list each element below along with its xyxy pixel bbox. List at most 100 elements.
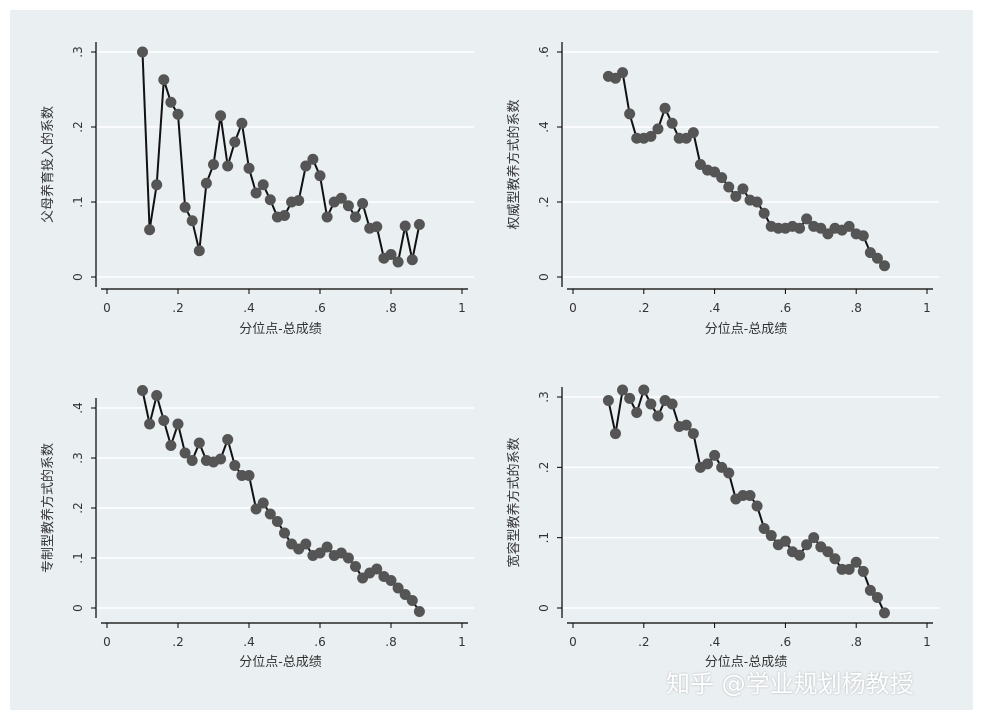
x-axis-title: 分位点-总成绩: [705, 322, 787, 337]
data-point: [879, 260, 891, 272]
data-point: [243, 162, 255, 174]
data-point: [645, 130, 657, 142]
data-point: [602, 395, 614, 407]
data-point: [822, 228, 834, 240]
data-point: [659, 102, 671, 114]
data-point: [624, 108, 636, 120]
data-point: [666, 117, 678, 129]
data-point: [151, 179, 163, 191]
x-tick-label: .2: [172, 635, 183, 649]
data-point: [723, 467, 735, 479]
y-axis-title: 专制型教养方式的系数: [40, 443, 56, 573]
data-point: [758, 207, 770, 219]
data-point: [871, 252, 883, 264]
x-tick-label: .6: [780, 635, 791, 649]
data-point: [871, 591, 883, 603]
data-point: [229, 460, 241, 471]
data-point: [857, 565, 869, 577]
data-point: [709, 166, 721, 178]
data-point: [879, 607, 891, 619]
x-tick-label: .4: [243, 301, 254, 315]
data-point: [193, 245, 205, 257]
data-point: [271, 516, 283, 527]
data-point: [822, 546, 834, 558]
data-point: [857, 230, 869, 242]
data-point: [702, 458, 714, 470]
x-tick-label: .4: [243, 635, 254, 649]
data-point: [222, 434, 234, 445]
data-point: [222, 160, 234, 172]
x-axis-title: 分位点-总成绩: [239, 322, 321, 337]
data-point: [709, 449, 721, 461]
x-tick-label: 0: [103, 301, 111, 315]
data-point: [829, 553, 841, 565]
data-point: [342, 200, 354, 212]
y-tick-label: .2: [71, 502, 85, 513]
data-point: [737, 183, 749, 195]
series-line: [608, 70, 886, 267]
data-point: [243, 470, 255, 481]
data-point: [200, 177, 212, 189]
data-point: [399, 220, 411, 232]
x-tick-label: .6: [314, 635, 325, 649]
x-tick-label: 0: [103, 635, 111, 649]
y-tick-label: .6: [537, 46, 551, 57]
data-point: [314, 170, 326, 182]
data-point: [385, 575, 397, 586]
data-point: [229, 136, 241, 148]
x-tick-label: .4: [709, 301, 720, 315]
y-tick-label: .1: [71, 196, 85, 207]
watermark: 知乎 @学业规划杨教授: [666, 670, 914, 698]
x-tick-label: 1: [923, 301, 931, 315]
data-point: [864, 247, 876, 259]
panel-1: 0 .1 .2 .3 0 .2 .4 .6 .8 1 分位点-总成绩 父母养育投入的系数: [40, 42, 474, 337]
data-point: [652, 410, 664, 422]
y-tick-label: 0: [71, 604, 85, 612]
data-point: [751, 500, 763, 512]
data-point: [680, 419, 692, 431]
data-point: [723, 181, 735, 193]
x-tick-label: 0: [569, 301, 577, 315]
data-point: [321, 541, 333, 553]
y-tick-label: .2: [537, 462, 551, 473]
panel-4: 0 .1 .2 .3 0 .2 .4 .6 .8 1 分位点-总成绩 宽容型教养方式的系数: [506, 384, 939, 670]
y-tick-label: .1: [71, 552, 85, 563]
data-point: [208, 159, 219, 170]
x-tick-label: .8: [385, 301, 396, 315]
y-tick-label: 0: [537, 273, 551, 281]
data-point: [307, 153, 319, 165]
y-tick-label: .2: [537, 196, 551, 207]
data-point: [687, 127, 699, 139]
x-tick-label: 0: [569, 635, 577, 649]
series-line: [607, 387, 886, 614]
data-point: [137, 385, 148, 396]
x-tick-label: .6: [314, 301, 325, 315]
data-point: [165, 96, 177, 108]
data-point: [335, 192, 347, 204]
y-tick-label: .1: [537, 532, 551, 543]
data-point: [716, 172, 728, 184]
data-point: [609, 428, 621, 440]
data-point: [144, 418, 156, 430]
y-axis-title: 宽容型教养方式的系数: [506, 437, 522, 567]
data-point: [624, 392, 636, 404]
data-point: [652, 123, 664, 135]
y-tick-label: 0: [71, 273, 85, 281]
x-tick-label: .2: [638, 301, 649, 315]
data-point: [801, 213, 813, 225]
x-tick-label: .8: [850, 301, 861, 315]
x-tick-label: .6: [780, 301, 791, 315]
data-point: [144, 224, 156, 236]
x-tick-label: .2: [172, 301, 183, 315]
data-point: [215, 453, 227, 465]
data-point: [392, 256, 404, 268]
data-point: [279, 210, 290, 221]
data-point: [257, 497, 269, 509]
y-tick-label: .3: [537, 391, 551, 402]
data-point: [357, 198, 369, 209]
data-point: [342, 552, 354, 564]
panel-2: 0 .2 .4 .6 0 .2 .4 .6 .8 1 分位点-总成绩 权威型教养方式的系数: [506, 42, 939, 337]
data-point: [765, 530, 777, 542]
data-point: [687, 428, 699, 440]
data-point: [794, 549, 806, 561]
